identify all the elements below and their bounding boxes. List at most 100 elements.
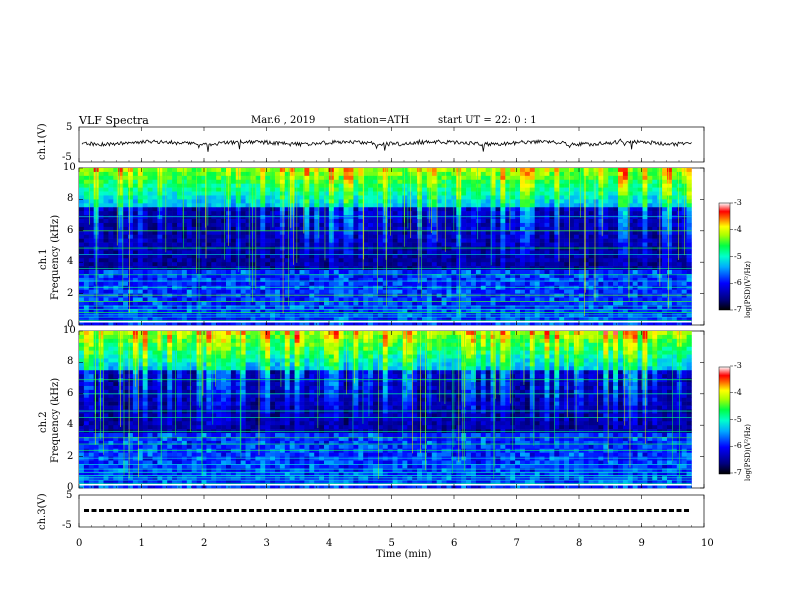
spectro-cell — [265, 301, 271, 306]
spectro-cell — [377, 168, 384, 173]
spectro-cell — [387, 289, 393, 294]
spectro-cell — [147, 246, 153, 251]
spectro-cell — [500, 215, 506, 220]
spectro-cell — [412, 203, 418, 208]
spectro-cell — [554, 211, 560, 216]
spectro-cell — [314, 207, 320, 212]
spectro-cell — [265, 262, 271, 267]
spectro-cell — [603, 293, 609, 298]
spectro-cell — [407, 262, 413, 267]
spectro-cell — [83, 222, 90, 228]
spectro-cell — [83, 219, 90, 224]
spectro-cell — [686, 277, 692, 283]
spectro-cell — [216, 215, 222, 220]
spectro-cell — [328, 281, 335, 287]
spectro-cell — [569, 211, 575, 216]
spectro-cell — [245, 270, 251, 275]
spectro-cell — [363, 234, 369, 239]
spectro-cell — [569, 246, 575, 251]
spectro-cell — [466, 309, 472, 314]
spectro-cell — [676, 301, 682, 306]
spectro-cell — [265, 270, 271, 275]
spectro-cell — [647, 317, 653, 322]
spectro-cell — [201, 270, 207, 275]
spectro-cell — [520, 273, 526, 279]
spectro-cell — [299, 238, 305, 243]
spectro-cell — [642, 281, 648, 287]
spectro-cell — [422, 258, 428, 263]
spectro-cell — [353, 242, 359, 247]
spectro-cell — [627, 171, 633, 177]
spectro-cell — [583, 215, 589, 220]
spectro-cell — [392, 309, 398, 314]
spectro-cell — [539, 222, 545, 228]
spectro-cell — [118, 175, 124, 181]
spectro-cell — [441, 250, 447, 255]
spectro-cell — [471, 234, 477, 239]
spectro-cell — [417, 195, 423, 200]
spectro-cell — [676, 258, 682, 263]
spectro-cell — [402, 254, 408, 259]
spectro-cell — [172, 222, 178, 228]
spectro-cell — [544, 250, 550, 255]
spectro-cell — [255, 175, 261, 181]
spectro-cell — [578, 262, 584, 267]
spectro-cell — [328, 179, 335, 184]
spectro-cell — [451, 285, 457, 290]
spectro-cell — [475, 317, 482, 322]
spectro-cell — [79, 219, 85, 224]
spectro-cell — [181, 250, 188, 255]
spectro-cell — [422, 187, 428, 192]
spectro-cell — [686, 238, 692, 243]
spectro-cell — [681, 297, 687, 302]
spectro-cell — [534, 222, 540, 228]
spectro-cell — [177, 293, 183, 298]
spectro-cell — [377, 234, 384, 239]
spectro-cell — [524, 222, 531, 228]
spectro-cell — [461, 262, 467, 267]
spectro-cell — [613, 254, 619, 259]
spectro-cell — [471, 238, 477, 243]
spectro-cell — [588, 179, 594, 184]
spectro-cell — [539, 175, 545, 181]
spectro-cell — [324, 281, 330, 287]
spectro-cell — [441, 187, 447, 192]
spectro-cell — [593, 317, 599, 322]
spectro-cell — [191, 219, 197, 224]
spectro-cell — [181, 254, 188, 259]
spectro-cell — [480, 289, 486, 294]
spectro-cell — [647, 273, 653, 279]
spectro-cell — [250, 262, 256, 267]
spectro-cell — [279, 179, 286, 184]
spectro-cell — [98, 199, 104, 204]
spectro-cell — [564, 281, 570, 287]
spectro-cell — [260, 273, 266, 279]
spectro-cell — [123, 321, 129, 326]
spectro-cell — [157, 309, 163, 314]
spectro-cell — [613, 301, 619, 306]
spectro-cell — [647, 222, 653, 228]
spectro-cell — [191, 293, 197, 298]
spectro-cell — [510, 305, 516, 310]
spectro-cell — [275, 317, 281, 322]
spectro-cell — [377, 262, 384, 267]
spectro-cell — [245, 219, 251, 224]
spectro-cell — [441, 246, 447, 251]
spectro-cell — [471, 262, 477, 267]
spectro-cell — [260, 211, 266, 216]
spectro-cell — [108, 230, 114, 236]
spectro-cell — [324, 179, 330, 184]
spectro-cell — [520, 211, 526, 216]
spectro-cell — [564, 234, 570, 239]
spectro-cell — [206, 254, 212, 259]
spectro-cell — [221, 175, 227, 181]
spectro-cell — [333, 297, 339, 302]
spectro-cell — [613, 238, 619, 243]
spectro-cell — [637, 187, 643, 192]
spectro-cell — [622, 258, 629, 263]
spectro-cell — [451, 289, 457, 294]
spectro-cell — [152, 317, 158, 322]
spectro-cell — [289, 238, 295, 243]
spectro-cell — [348, 168, 354, 173]
spectro-cell — [103, 289, 109, 294]
